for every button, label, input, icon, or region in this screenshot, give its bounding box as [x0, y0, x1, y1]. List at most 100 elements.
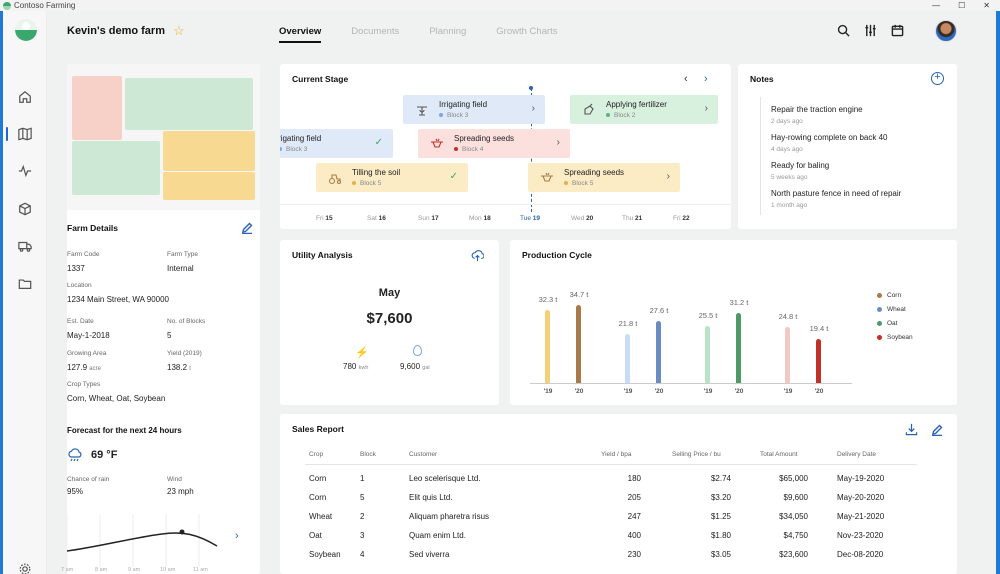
farm-map[interactable] [67, 64, 260, 210]
today-marker-dot [529, 86, 533, 90]
sales-cell: $1.25 [710, 512, 731, 521]
yield-value: 138.2 t [167, 363, 191, 372]
box-nav-icon[interactable] [3, 198, 47, 220]
energy-usage: 780 kwh [343, 362, 369, 371]
sales-cell: $34,050 [779, 512, 808, 521]
growing-area-label: Growing Area [67, 350, 107, 357]
day-label: Sun 17 [418, 215, 439, 222]
production-bar[interactable] [736, 312, 741, 383]
sales-column-header[interactable]: Delivery Date [837, 451, 877, 458]
task-applying-fertilizer-block-2[interactable]: Applying fertilizer Block 2 › [570, 95, 718, 124]
folder-nav-icon[interactable] [3, 273, 47, 295]
minimize-button[interactable]: — [932, 1, 941, 10]
task-title: Applying fertilizer [606, 100, 667, 109]
sales-column-header[interactable]: Block [360, 451, 376, 458]
forecast-current-point [179, 529, 185, 535]
task-done-check-icon: ✓ [374, 137, 383, 148]
task-tilling-soil-block-5[interactable]: Tilling the soil Block 5 ✓ [316, 163, 468, 192]
year-tick-label: '19 [623, 388, 633, 395]
notes-card: Notes + Repair the traction engine 2 day… [738, 64, 957, 229]
production-bar[interactable] [545, 310, 550, 383]
map-plot-block-3[interactable] [72, 141, 160, 195]
map-plot-block-5[interactable] [163, 172, 255, 200]
sales-cell: $3.20 [710, 493, 731, 502]
truck-nav-icon[interactable] [3, 235, 47, 257]
home-nav-icon[interactable] [3, 86, 47, 108]
map-plot-block-1[interactable] [72, 76, 122, 140]
task-chevron-icon: › [531, 103, 535, 114]
year-tick-label: '20 [654, 388, 664, 395]
day-label: Wed 20 [571, 215, 594, 222]
tab-growth-charts[interactable]: Growth Charts [496, 26, 558, 37]
sales-cell: Oat [309, 531, 322, 540]
legend-swatch [877, 320, 882, 326]
download-icon[interactable] [905, 423, 918, 441]
tab-overview[interactable]: Overview [279, 26, 322, 43]
sales-cell: Dec-08-2020 [837, 550, 884, 559]
growing-area-value: 127.9 acre [67, 363, 101, 372]
sales-report-card: Sales Report Crop Block Customer Yield / bp… [280, 414, 957, 574]
sales-column-header[interactable]: Crop [309, 451, 324, 458]
sales-column-header[interactable]: Selling Price / bu [672, 451, 721, 458]
legend-swatch [877, 292, 882, 298]
favorite-star-icon[interactable]: ☆ [173, 23, 185, 38]
add-note-plus-icon[interactable]: + [931, 72, 944, 85]
task-block: Block 2 [606, 112, 635, 119]
stage-prev-chevron-icon[interactable]: ‹ [684, 73, 688, 85]
activity-nav-icon[interactable] [3, 160, 47, 182]
edit-sales-pencil-icon[interactable] [931, 423, 943, 441]
production-bar[interactable] [785, 327, 790, 383]
task-irrigating-field-block-3-done[interactable]: rigating field Block 3 ✓ [280, 129, 393, 158]
edit-farm-pencil-icon[interactable] [241, 221, 253, 239]
task-irrigating-field-block-3[interactable]: Irrigating field Block 3 › [403, 95, 545, 124]
farm-type-value: Internal [167, 264, 194, 273]
forecast-time-label: 11 am [193, 567, 208, 573]
sales-cell: 2 [360, 512, 365, 521]
location-value: 1234 Main Street, WA 90000 [67, 295, 169, 304]
sales-cell: 4 [360, 550, 365, 559]
seeds-icon [540, 171, 554, 185]
tab-planning[interactable]: Planning [429, 26, 467, 37]
stage-next-chevron-icon[interactable]: › [704, 73, 708, 85]
sales-cell: Wheat [309, 512, 333, 521]
note-text[interactable]: Ready for baling [771, 161, 830, 170]
task-chevron-icon: › [556, 137, 560, 148]
maximize-button[interactable]: ☐ [958, 1, 966, 10]
seeds-icon [430, 137, 444, 151]
current-stage-card: Current Stage ‹ › Irrigating field Block… [280, 64, 731, 229]
brand-logo-icon[interactable] [15, 19, 37, 41]
production-bar[interactable] [625, 333, 630, 383]
task-spreading-seeds-block-4[interactable]: Spreading seeds Block 4 › [418, 129, 570, 158]
task-chevron-icon: › [704, 103, 708, 114]
production-bar[interactable] [656, 320, 661, 383]
calendar-icon[interactable] [891, 24, 904, 42]
sales-column-header[interactable]: Customer [409, 451, 438, 458]
sales-column-header[interactable]: Total Amount [760, 451, 798, 458]
sales-cell: $3.05 [710, 550, 731, 559]
bar-value-label: 27.6 t [649, 305, 669, 315]
settings-nav-icon[interactable] [3, 558, 47, 574]
map-plot-block-4[interactable] [163, 131, 255, 171]
search-icon[interactable] [837, 24, 850, 42]
day-label: Sat 16 [367, 215, 386, 222]
forecast-line [67, 532, 218, 552]
map-plot-block-2[interactable] [125, 78, 253, 130]
note-text[interactable]: North pasture fence in need of repair [771, 189, 902, 198]
close-button[interactable]: ✕ [983, 1, 990, 10]
production-bar[interactable] [576, 304, 581, 383]
map-nav-icon[interactable] [3, 123, 47, 145]
forecast-next-chevron-icon[interactable]: › [235, 530, 239, 542]
production-bar[interactable] [705, 325, 710, 383]
bar-value-label: 32.3 t [538, 295, 558, 305]
filter-icon[interactable] [864, 24, 877, 42]
sales-cell: Soybean [309, 550, 341, 559]
production-bar[interactable] [816, 339, 821, 383]
sales-column-header[interactable]: Yield / bpa [601, 451, 632, 458]
task-spreading-seeds-block-5[interactable]: Spreading seeds Block 5 › [528, 163, 680, 192]
note-text[interactable]: Hay-rowing complete on back 40 [771, 133, 888, 142]
tab-documents[interactable]: Documents [351, 26, 400, 37]
note-text[interactable]: Repair the traction engine [771, 105, 863, 114]
task-chevron-icon: › [666, 171, 670, 182]
user-avatar[interactable] [935, 20, 957, 42]
upload-cloud-icon[interactable] [471, 249, 485, 267]
